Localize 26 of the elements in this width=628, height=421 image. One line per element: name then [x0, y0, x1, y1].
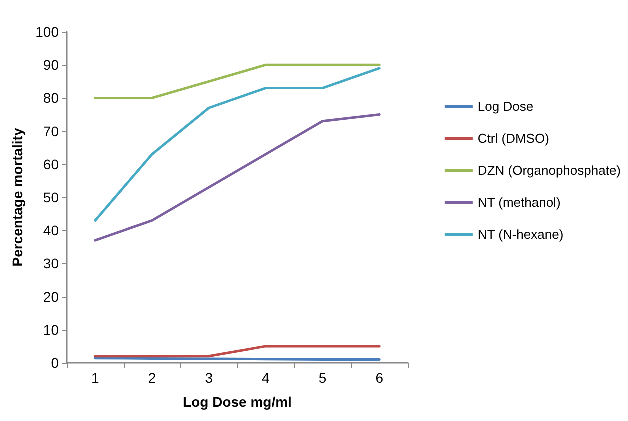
- x-tick-label: 6: [376, 370, 384, 386]
- x-axis-title: Log Dose mg/ml: [183, 394, 292, 410]
- y-tick-label: 80: [43, 90, 60, 106]
- x-tick-label: 4: [262, 370, 270, 386]
- legend-label: Ctrl (DMSO): [478, 131, 550, 146]
- line-series: [94, 114, 381, 242]
- x-tick-label: 3: [205, 370, 214, 386]
- y-tick-label: 10: [43, 322, 60, 338]
- legend-label: Log Dose: [478, 99, 534, 114]
- y-tick-label: 50: [43, 190, 60, 206]
- legend-label: NT (N-hexane): [478, 227, 564, 242]
- legend-label: NT (methanol): [478, 195, 561, 210]
- x-tick-label: 5: [318, 370, 327, 386]
- y-tick-label: 70: [43, 123, 60, 140]
- y-tick-label: 40: [43, 222, 60, 239]
- x-tick-label: 2: [148, 370, 156, 386]
- y-tick-label: 60: [43, 156, 60, 172]
- y-tick-label: 0: [51, 355, 60, 371]
- y-tick-label: 100: [36, 24, 60, 40]
- line-series: [94, 67, 381, 222]
- legend-label: DZN (Organophosphate): [478, 163, 622, 178]
- y-tick-label: 30: [43, 256, 60, 272]
- y-tick-label: 90: [43, 57, 60, 74]
- y-axis-title: Percentage mortality: [10, 128, 26, 267]
- x-tick-label: 1: [92, 370, 100, 386]
- y-tick-label: 20: [43, 288, 60, 305]
